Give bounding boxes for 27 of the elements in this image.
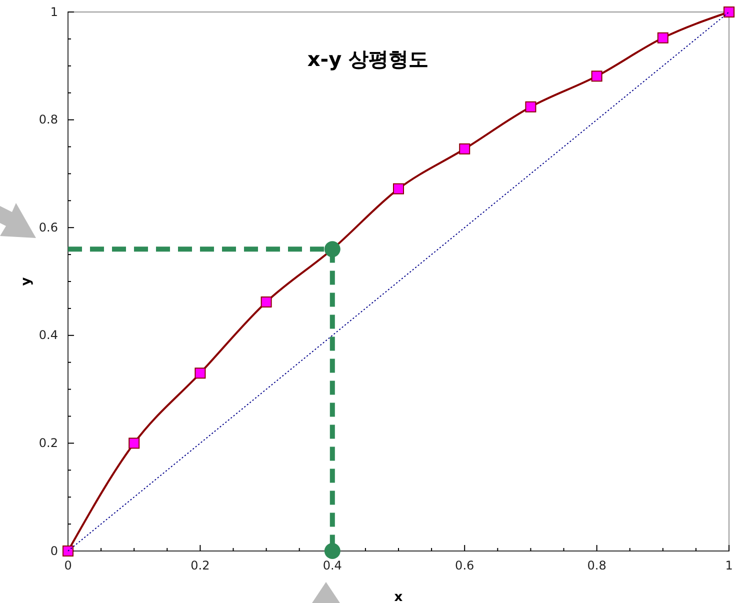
point (324, 241, 340, 258)
point (525, 101, 536, 112)
x-tick-label: 0.6 (455, 558, 474, 573)
y-tick-label: 1 (50, 4, 58, 19)
y-axis-title: y (19, 276, 34, 286)
x-tick-label: 0.4 (322, 558, 342, 573)
y-tick-label: 0.4 (38, 328, 58, 342)
y-tick-label: 0 (50, 544, 58, 558)
x-tick-label: 0.8 (587, 558, 606, 573)
point (324, 543, 340, 559)
point (724, 6, 734, 18)
point (194, 368, 206, 379)
x-tick-label: 0 (64, 558, 72, 573)
y-tick-label: 0.8 (38, 112, 58, 127)
x-tick-label: 0.2 (190, 558, 210, 573)
x-tick-label: 1 (725, 558, 733, 573)
y-tick-label: 0.6 (38, 220, 58, 234)
point (591, 70, 602, 82)
point (657, 32, 668, 44)
y-tick-label: 0.2 (38, 436, 58, 450)
point (459, 143, 470, 154)
point (260, 296, 272, 308)
point (62, 546, 74, 556)
text: x-y 상평형도 (307, 47, 429, 71)
x-axis-title: x (394, 590, 404, 603)
point (393, 183, 404, 194)
point (128, 438, 140, 449)
